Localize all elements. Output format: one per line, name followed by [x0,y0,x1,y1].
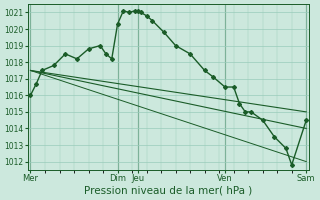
X-axis label: Pression niveau de la mer( hPa ): Pression niveau de la mer( hPa ) [84,186,252,196]
